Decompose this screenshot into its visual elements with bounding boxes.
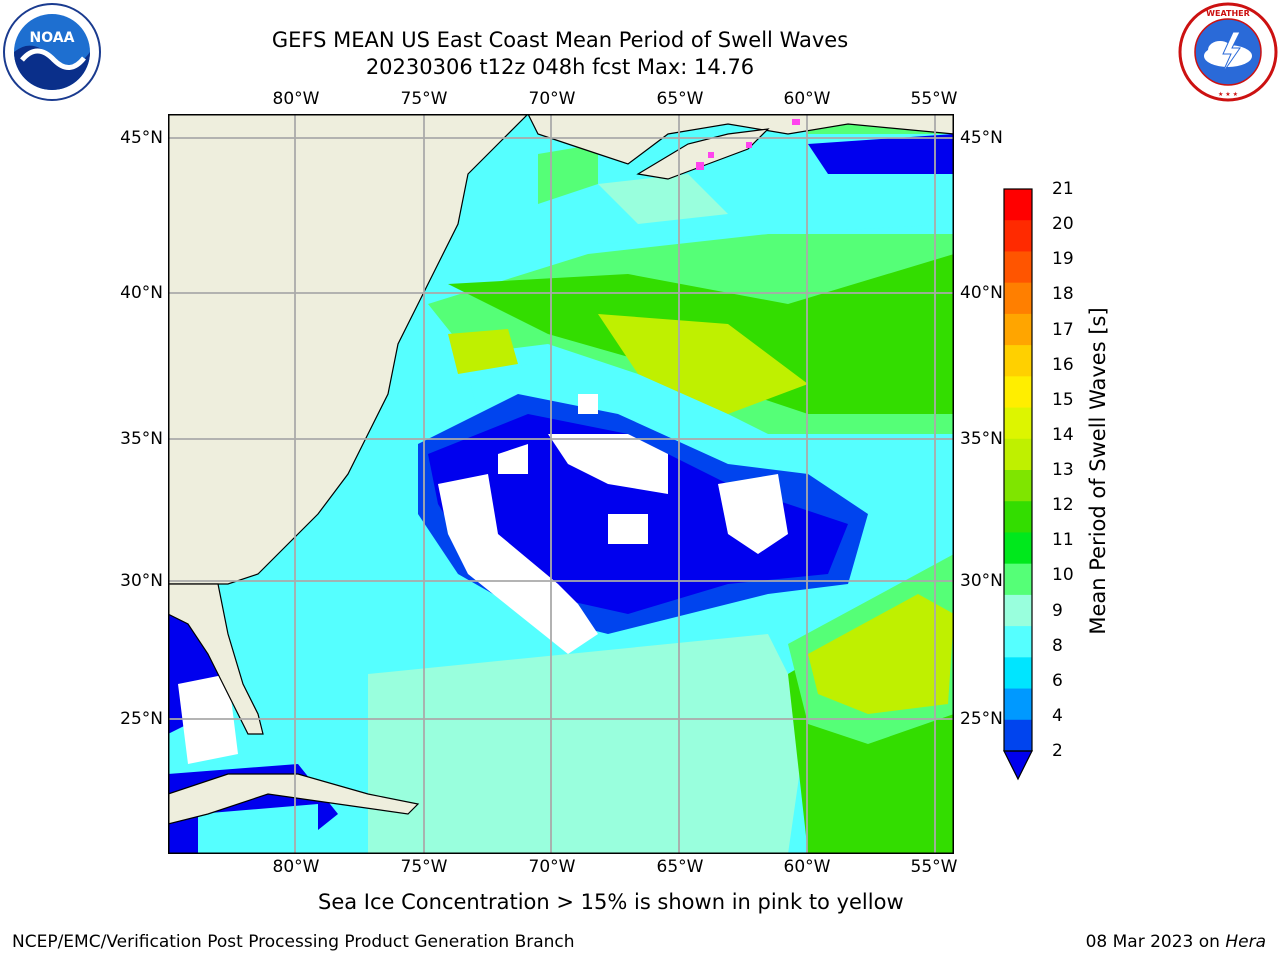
colorbar-outline [1003,188,1033,752]
lon-tick-bottom: 75°W [400,857,448,877]
lon-tick-top: 55°W [910,89,958,109]
footer-date-text: 08 Mar 2023 on [1085,932,1220,952]
colorbar-segment [1004,657,1032,690]
swell-period-map [168,114,954,854]
lon-tick-bottom: 70°W [528,857,576,877]
lat-tick-left: 45°N [120,128,163,148]
lon-tick-bottom: 65°W [656,857,704,877]
lon-tick-top: 80°W [272,89,320,109]
colorbar-extend-arrow [1003,750,1033,781]
colorbar-segment [1004,282,1032,315]
colorbar-segment [1004,719,1032,752]
colorbar-tick-label: 13 [1052,460,1074,480]
sea-ice-note: Sea Ice Concentration > 15% is shown in … [318,890,904,914]
lon-tick-top: 60°W [783,89,831,109]
colorbar [1003,188,1033,781]
colorbar-segment [1004,251,1032,284]
colorbar-segment [1004,594,1032,627]
florida [168,583,264,735]
lat-tick-left: 30°N [120,571,163,591]
lat-tick-left: 40°N [120,283,163,303]
colorbar-segment [1004,189,1032,221]
colorbar-segment [1004,563,1032,596]
lat-tick-left: 35°N [120,429,163,449]
lon-tick-top: 70°W [528,89,576,109]
colorbar-tick-label: 15 [1052,389,1074,410]
colorbar-tick-label: 4 [1052,705,1063,726]
lat-tick-left: 25°N [120,709,163,729]
lon-tick-top: 65°W [656,89,704,109]
colorbar-tick-label: 8 [1052,635,1063,656]
lat-tick-right: 35°N [960,429,1003,449]
lon-tick-top: 75°W [400,89,448,109]
cuba [168,773,420,825]
colorbar-tick-label: 11 [1052,530,1074,551]
footer-credit: NCEP/EMC/Verification Post Processing Pr… [12,932,575,952]
colorbar-tick-label: 21 [1052,179,1074,199]
lat-tick-right: 45°N [960,128,1003,148]
colorbar-tick-label: 6 [1052,670,1063,691]
lon-tick-bottom: 60°W [783,857,831,877]
footer-date: 08 Mar 2023 on Hera [1086,932,1266,952]
colorbar-tick-label: 14 [1052,424,1074,445]
svg-text:WEATHER: WEATHER [1206,9,1250,18]
lat-tick-right: 25°N [960,709,1003,729]
lon-tick-bottom: 55°W [910,857,958,877]
canada-maritimes [527,114,954,165]
chart-title: GEFS MEAN US East Coast Mean Period of S… [271,28,849,52]
colorbar-segment [1004,688,1032,721]
nws-logo: WEATHER ★ ★ ★ [1178,2,1278,102]
colorbar-tick-label: 16 [1052,354,1074,375]
us-landmass [168,114,529,585]
lat-tick-right: 40°N [960,283,1003,303]
colorbar-segment [1004,470,1032,502]
svg-text:NOAA: NOAA [30,30,75,46]
colorbar-segment [1004,220,1032,252]
colorbar-tick-label: 17 [1052,319,1074,340]
colorbar-tick-label: 18 [1052,284,1074,305]
colorbar-label: Mean Period of Swell Waves [s] [1086,307,1110,635]
colorbar-tick-label: 20 [1052,214,1074,235]
colorbar-tick-label: 2 [1052,741,1063,761]
colorbar-tick-label: 10 [1052,565,1074,586]
colorbar-segment [1004,438,1032,471]
colorbar-segment [1004,501,1032,533]
colorbar-segment [1004,376,1032,409]
colorbar-tick-label: 9 [1052,600,1063,621]
colorbar-segment [1004,345,1032,377]
noaa-logo: NOAA [3,3,101,101]
colorbar-segment [1004,407,1032,440]
lat-tick-right: 30°N [960,571,1003,591]
graticule [168,114,954,854]
colorbar-segment [1004,313,1032,346]
chart-subtitle: 20230306 t12z 048h fcst Max: 14.76 [365,55,755,79]
colorbar-tick-label: 12 [1052,495,1074,516]
colorbar-segment [1004,532,1032,565]
footer-machine: Hera [1225,932,1266,952]
colorbar-segment [1004,626,1032,658]
colorbar-tick-label: 19 [1052,249,1074,270]
lon-tick-bottom: 80°W [272,857,320,877]
svg-text:★ ★ ★: ★ ★ ★ [1218,91,1238,98]
